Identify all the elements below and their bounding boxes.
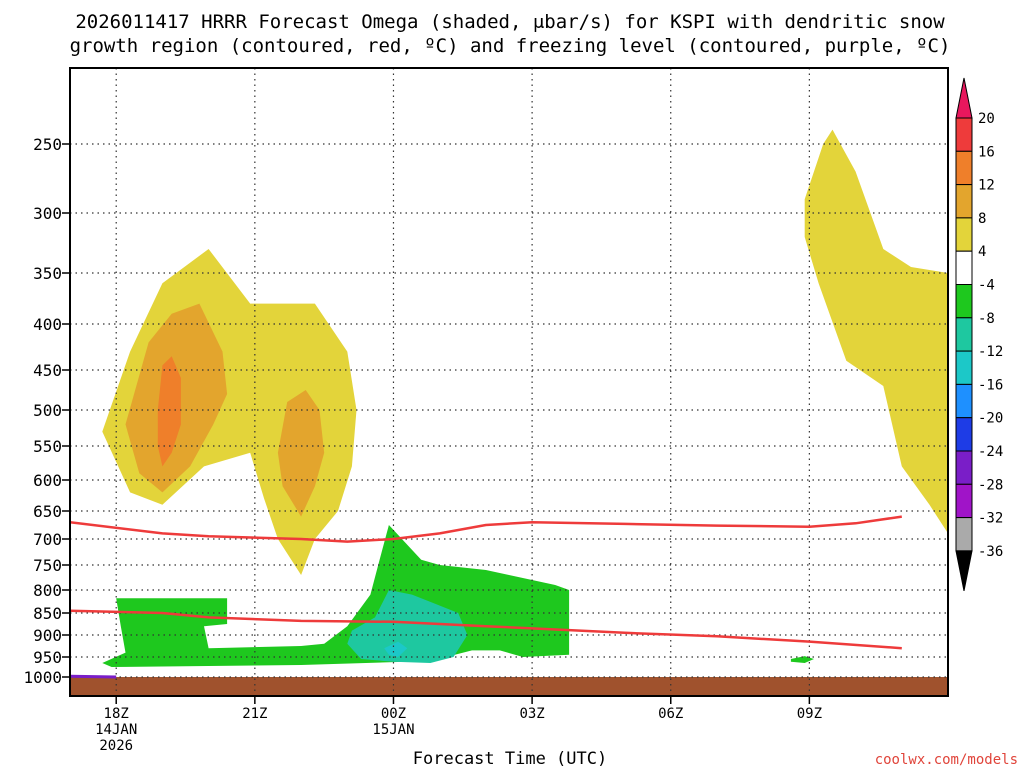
omega-region-5-descent_4_8: [102, 525, 570, 667]
y-tick-label-700: 700: [33, 530, 62, 549]
y-tick-label-900: 900: [33, 626, 62, 645]
colorbar-label--36: -36: [978, 544, 1003, 560]
x-tick-label-00Z-line2: 15JAN: [372, 722, 414, 738]
omega-region-8-descent_4_8: [790, 656, 814, 663]
colorbar-bottom-arrow: [955, 550, 973, 591]
colorbar-label--16: -16: [978, 377, 1003, 393]
colorbar-box-9: [955, 383, 973, 419]
colorbar-label--4: -4: [978, 278, 995, 294]
x-tick-label-21Z-line1: 21Z: [242, 706, 267, 722]
colorbar-box-13: [955, 517, 973, 552]
freezing-level-contour: [70, 674, 117, 679]
ground-layer: [70, 677, 948, 696]
colorbar-box-3: [955, 184, 973, 219]
x-tick-label-03Z-line1: 03Z: [519, 706, 544, 722]
colorbar-box-10: [955, 417, 973, 452]
x-tick-label-09Z-line1: 09Z: [797, 706, 822, 722]
colorbar-label--12: -12: [978, 344, 1003, 360]
omega-region-6-descent_8_12: [347, 590, 468, 663]
omega-region-4-ascent_4_8: [804, 129, 948, 534]
y-tick-label-550: 550: [33, 437, 62, 456]
colorbar-label-8: 8: [978, 211, 986, 227]
y-tick-label-650: 650: [33, 502, 62, 521]
x-tick-label-00Z-line1: 00Z: [381, 706, 406, 722]
y-tick-label-800: 800: [33, 581, 62, 600]
colorbar-box-12: [955, 483, 973, 519]
colorbar-label-16: 16: [978, 144, 995, 160]
dgz-lower-contour: [70, 609, 902, 650]
plot-frame: [69, 67, 949, 697]
chart-title-line2: growth region (contoured, red, ºC) and f…: [70, 35, 951, 57]
colorbar-box-7: [955, 317, 973, 352]
y-axis-ticks: 250 300 350 400 450 500 550 600 650 700 750 800 850 9…: [23, 135, 70, 687]
y-tick-label-500: 500: [33, 401, 62, 420]
colorbar-box-2: [955, 150, 973, 186]
omega-region-3-ascent_8_12: [277, 390, 325, 517]
colorbar-label--32: -32: [978, 511, 1003, 527]
chart-title-line1: 2026011417 HRRR Forecast Omega (shaded, …: [75, 11, 945, 33]
colorbar-label-4: 4: [978, 244, 986, 260]
dgz-upper-contour: [70, 515, 902, 543]
x-tick-label-18Z-line2: 14JAN: [95, 722, 137, 738]
y-tick-label-300: 300: [33, 204, 62, 223]
colorbar-label--20: -20: [978, 411, 1003, 427]
y-tick-label-950: 950: [33, 648, 62, 667]
colorbar-label--24: -24: [978, 444, 1003, 460]
colorbar-box-4: [955, 217, 973, 252]
y-tick-label-350: 350: [33, 264, 62, 283]
x-tick-label-06Z-line1: 06Z: [658, 706, 683, 722]
colorbar-label--8: -8: [978, 311, 995, 327]
x-tick-label-18Z-line3: 2026: [99, 738, 133, 754]
colorbar-box-8: [955, 350, 973, 385]
colorbar-box-1: [955, 117, 973, 152]
colorbar-box-5: [955, 250, 973, 285]
colorbar-box-11: [955, 450, 973, 485]
colorbar-label--28: -28: [978, 477, 1003, 493]
y-tick-label-850: 850: [33, 604, 62, 623]
y-tick-label-1000: 1000: [23, 668, 62, 687]
omega-region-7-descent_12_16: [384, 641, 408, 657]
site-credit: coolwx.com/models: [875, 752, 1018, 768]
colorbar-top-arrow: [955, 77, 973, 119]
omega-shading: [70, 129, 948, 696]
colorbar-label-12: 12: [978, 178, 995, 194]
contours: [70, 515, 902, 679]
omega-region-2-ascent_12_16: [157, 356, 181, 467]
plot-area: [70, 68, 948, 696]
colorbar-label-20: 20: [978, 111, 995, 127]
x-tick-label-18Z-line1: 18Z: [104, 706, 129, 722]
x-axis-label: Forecast Time (UTC): [413, 749, 607, 768]
colorbar-box-6: [955, 284, 973, 319]
y-tick-label-600: 600: [33, 471, 62, 490]
y-tick-label-750: 750: [33, 556, 62, 575]
y-tick-label-400: 400: [33, 315, 62, 334]
y-tick-label-250: 250: [33, 135, 62, 154]
gridlines: [70, 68, 948, 696]
y-tick-label-450: 450: [33, 361, 62, 380]
colorbar: 20 16 12 8 4 -4 -8 -12 -16 -20 -24 -28 -32 -36: [955, 77, 1003, 591]
